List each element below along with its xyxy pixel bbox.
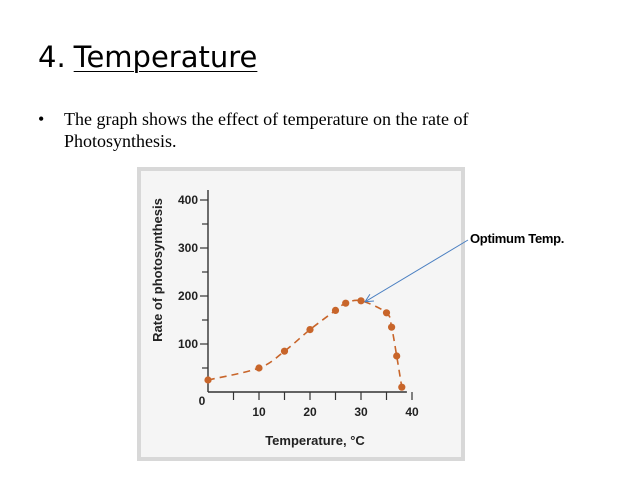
- bullet-point: • The graph shows the effect of temperat…: [38, 108, 578, 152]
- chart-axes: [207, 190, 407, 393]
- x-tick-label: 40: [405, 405, 419, 419]
- bullet-text: The graph shows the effect of temperatur…: [64, 109, 469, 151]
- data-point: [280, 347, 289, 355]
- data-point: [331, 306, 340, 314]
- x-tick-label: 10: [252, 405, 266, 419]
- data-point: [306, 326, 314, 334]
- optimum-arrow-head: [364, 293, 375, 303]
- data-point: [388, 323, 396, 331]
- data-point: [255, 364, 263, 372]
- y-tick-label: 200: [178, 289, 198, 303]
- trend-line: [207, 299, 403, 388]
- data-point: [357, 297, 365, 305]
- x-tick-label: 20: [303, 405, 317, 419]
- optimum-label: Optimum Temp.: [470, 231, 565, 246]
- x-axis-label: Temperature, °C: [265, 433, 365, 448]
- data-point: [342, 299, 350, 307]
- data-point: [382, 309, 391, 317]
- origin-label: 0: [199, 394, 206, 408]
- chart-ticks: 100 200 300 400 10 20 30 40: [178, 193, 419, 419]
- optimum-arrow: [364, 239, 469, 303]
- slide-title-number: 4.: [38, 40, 66, 74]
- chart-frame: [137, 167, 465, 461]
- y-tick-label: 100: [178, 337, 198, 351]
- y-axis-label: Rate of photosynthesis: [150, 198, 165, 342]
- bullet-dot: •: [38, 109, 45, 129]
- x-tick-label: 30: [354, 405, 368, 419]
- slide-title-word: Temperature: [73, 40, 258, 74]
- data-point: [393, 352, 401, 360]
- slide-title: 4. Temperature: [38, 40, 257, 74]
- data-points: [204, 297, 406, 391]
- y-tick-label: 300: [178, 241, 198, 255]
- data-point: [398, 383, 406, 391]
- y-tick-label: 400: [178, 193, 198, 207]
- data-point: [204, 376, 212, 384]
